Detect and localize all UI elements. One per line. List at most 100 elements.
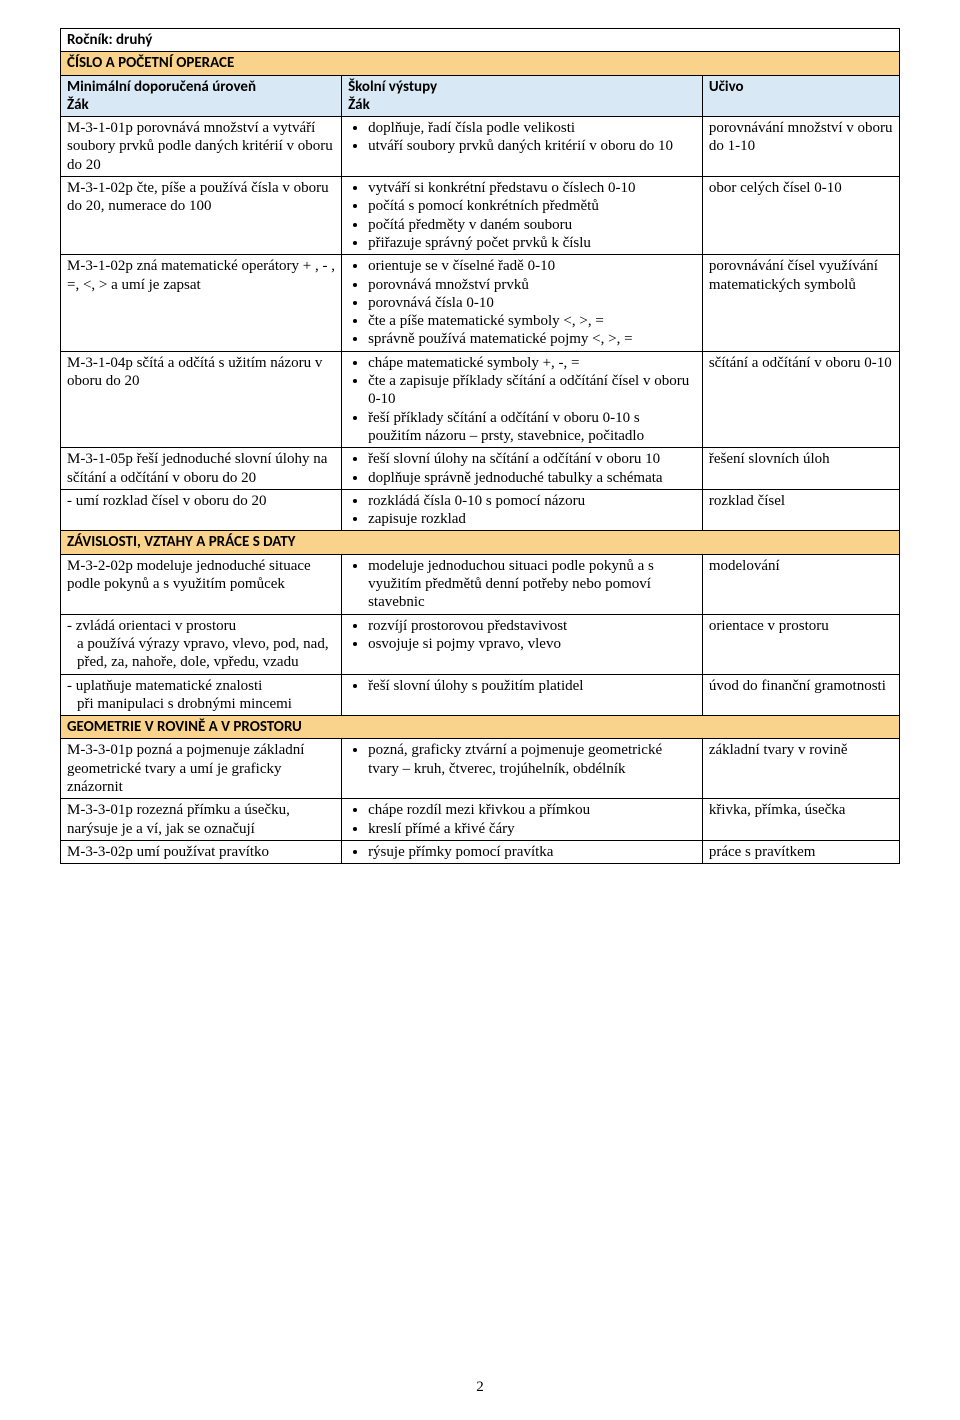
bullet-list: orientuje se v číselné řadě 0-10 porovná… <box>348 257 696 348</box>
bullet-item: počítá s pomocí konkrétních předmětů <box>368 197 696 215</box>
cell-mid: chápe rozdíl mezi křivkou a přímkou kres… <box>342 799 703 841</box>
bullet-item: čte a zapisuje příklady sčítání a odčítá… <box>368 372 696 409</box>
cell-left: M-3-1-02p čte, píše a používá čísla v ob… <box>61 177 342 255</box>
bullet-item: doplňuje, řadí čísla podle velikosti <box>368 119 696 137</box>
bullet-item: kreslí přímé a křivé čáry <box>368 820 696 838</box>
section-2-title: ZÁVISLOSTI, VZTAHY A PRÁCE S DATY <box>61 531 900 554</box>
cell-mid: orientuje se v číselné řadě 0-10 porovná… <box>342 255 703 351</box>
bullet-list: rýsuje přímky pomocí pravítka <box>348 843 696 861</box>
cell-left: M-3-1-02p zná matematické operátory + , … <box>61 255 342 351</box>
bullet-item: porovnává čísla 0-10 <box>368 294 696 312</box>
cell-right: základní tvary v rovině <box>702 739 899 799</box>
header-mid-line1: Školní výstupy <box>348 78 437 96</box>
section-1-title: ČÍSLO A POČETNÍ OPERACE <box>61 52 900 75</box>
cell-right: obor celých čísel 0-10 <box>702 177 899 255</box>
bullet-item: rýsuje přímky pomocí pravítka <box>368 843 696 861</box>
table-row: - uplatňuje matematické znalosti při man… <box>61 674 900 716</box>
cell-mid: řeší slovní úlohy s použitím platidel <box>342 674 703 716</box>
header-mid: Školní výstupy Žák <box>342 75 703 117</box>
cell-mid: pozná, graficky ztvární a pojmenuje geom… <box>342 739 703 799</box>
cell-right: porovnávání čísel využívání matematickýc… <box>702 255 899 351</box>
cell-right: rozklad čísel <box>702 489 899 531</box>
bullet-list: chápe rozdíl mezi křivkou a přímkou kres… <box>348 801 696 838</box>
cell-right: práce s pravítkem <box>702 840 899 863</box>
bullet-item: vytváří si konkrétní představu o číslech… <box>368 179 696 197</box>
table-row: M-3-3-01p rozezná přímku a úsečku, narýs… <box>61 799 900 841</box>
dash-line-indent: a používá výrazy vpravo, vlevo, pod, nad… <box>67 635 335 672</box>
header-mid-line2: Žák <box>348 96 370 114</box>
cell-mid: doplňuje, řadí čísla podle velikosti utv… <box>342 117 703 177</box>
cell-left: M-3-1-05p řeší jednoduché slovní úlohy n… <box>61 448 342 490</box>
bullet-item: chápe matematické symboly +, -, = <box>368 354 696 372</box>
cell-mid: řeší slovní úlohy na sčítání a odčítání … <box>342 448 703 490</box>
bullet-list: chápe matematické symboly +, -, = čte a … <box>348 354 696 445</box>
bullet-list: řeší slovní úlohy na sčítání a odčítání … <box>348 450 696 487</box>
table-row: M-3-1-04p sčítá a odčítá s užitím názoru… <box>61 351 900 447</box>
bullet-item: řeší slovní úlohy s použitím platidel <box>368 677 696 695</box>
rocnik-row: Ročník: druhý <box>61 29 900 52</box>
cell-left: - uplatňuje matematické znalosti při man… <box>61 674 342 716</box>
bullet-item: pozná, graficky ztvární a pojmenuje geom… <box>368 741 696 778</box>
table-row: - zvládá orientaci v prostoru a používá … <box>61 614 900 674</box>
cell-right: sčítání a odčítání v oboru 0-10 <box>702 351 899 447</box>
cell-left: M-3-1-01p porovnává množství a vytváří s… <box>61 117 342 177</box>
cell-right: řešení slovních úloh <box>702 448 899 490</box>
bullet-list: doplňuje, řadí čísla podle velikosti utv… <box>348 119 696 156</box>
bullet-list: rozkládá čísla 0-10 s pomocí názoru zapi… <box>348 492 696 529</box>
cell-left: M-3-1-04p sčítá a odčítá s užitím názoru… <box>61 351 342 447</box>
curriculum-table: Ročník: druhý ČÍSLO A POČETNÍ OPERACE Mi… <box>60 28 900 864</box>
dash-line: - uplatňuje matematické znalosti <box>67 677 335 695</box>
table-row: M-3-3-01p pozná a pojmenuje základní geo… <box>61 739 900 799</box>
page: Ročník: druhý ČÍSLO A POČETNÍ OPERACE Mi… <box>0 0 960 1420</box>
bullet-item: orientuje se v číselné řadě 0-10 <box>368 257 696 275</box>
cell-mid: rozkládá čísla 0-10 s pomocí názoru zapi… <box>342 489 703 531</box>
cell-left: M-3-3-01p rozezná přímku a úsečku, narýs… <box>61 799 342 841</box>
dash-line-indent: při manipulaci s drobnými mincemi <box>67 695 335 713</box>
bullet-item: osvojuje si pojmy vpravo, vlevo <box>368 635 696 653</box>
table-row: M-3-2-02p modeluje jednoduché situace po… <box>61 554 900 614</box>
bullet-item: modeluje jednoduchou situaci podle pokyn… <box>368 557 696 612</box>
table-row: M-3-1-02p čte, píše a používá čísla v ob… <box>61 177 900 255</box>
page-number: 2 <box>0 1379 960 1396</box>
cell-right: křivka, přímka, úsečka <box>702 799 899 841</box>
bullet-item: rozkládá čísla 0-10 s pomocí názoru <box>368 492 696 510</box>
cell-mid: vytváří si konkrétní představu o číslech… <box>342 177 703 255</box>
section-heading-row: GEOMETRIE V ROVINĚ A V PROSTORU <box>61 716 900 739</box>
bullet-item: řeší příklady sčítání a odčítání v oboru… <box>368 409 696 446</box>
header-left-line1: Minimální doporučená úroveň <box>67 78 256 96</box>
bullet-item: čte a píše matematické symboly <, >, = <box>368 312 696 330</box>
bullet-item: přiřazuje správný počet prvků k číslu <box>368 234 696 252</box>
table-row: M-3-1-05p řeší jednoduché slovní úlohy n… <box>61 448 900 490</box>
header-right: Učivo <box>702 75 899 117</box>
cell-mid: rozvíjí prostorovou představivost osvoju… <box>342 614 703 674</box>
header-left-line2: Žák <box>67 96 89 114</box>
header-left: Minimální doporučená úroveň Žák <box>61 75 342 117</box>
section-3-title: GEOMETRIE V ROVINĚ A V PROSTORU <box>61 716 900 739</box>
bullet-item: řeší slovní úlohy na sčítání a odčítání … <box>368 450 696 468</box>
bullet-list: modeluje jednoduchou situaci podle pokyn… <box>348 557 696 612</box>
bullet-item: zapisuje rozklad <box>368 510 696 528</box>
bullet-item: utváří soubory prvků daných kritérií v o… <box>368 137 696 155</box>
cell-left: - umí rozklad čísel v oboru do 20 <box>61 489 342 531</box>
rocnik-cell: Ročník: druhý <box>61 29 900 52</box>
section-heading-row: ZÁVISLOSTI, VZTAHY A PRÁCE S DATY <box>61 531 900 554</box>
cell-right: orientace v prostoru <box>702 614 899 674</box>
bullet-item: správně používá matematické pojmy <, >, … <box>368 330 696 348</box>
bullet-item: porovnává množství prvků <box>368 276 696 294</box>
cell-mid: modeluje jednoduchou situaci podle pokyn… <box>342 554 703 614</box>
cell-mid: rýsuje přímky pomocí pravítka <box>342 840 703 863</box>
bullet-item: počítá předměty v daném souboru <box>368 216 696 234</box>
table-row: - umí rozklad čísel v oboru do 20 rozklá… <box>61 489 900 531</box>
bullet-list: řeší slovní úlohy s použitím platidel <box>348 677 696 695</box>
cell-left: - zvládá orientaci v prostoru a používá … <box>61 614 342 674</box>
table-row: M-3-3-02p umí používat pravítko rýsuje p… <box>61 840 900 863</box>
dash-line: - zvládá orientaci v prostoru <box>67 617 335 635</box>
cell-mid: chápe matematické symboly +, -, = čte a … <box>342 351 703 447</box>
bullet-list: vytváří si konkrétní představu o číslech… <box>348 179 696 252</box>
section-heading-row: ČÍSLO A POČETNÍ OPERACE <box>61 52 900 75</box>
bullet-list: rozvíjí prostorovou představivost osvoju… <box>348 617 696 654</box>
bullet-list: pozná, graficky ztvární a pojmenuje geom… <box>348 741 696 778</box>
cell-left: M-3-3-02p umí používat pravítko <box>61 840 342 863</box>
cell-right: porovnávání množství v oboru do 1-10 <box>702 117 899 177</box>
column-header-row: Minimální doporučená úroveň Žák Školní v… <box>61 75 900 117</box>
